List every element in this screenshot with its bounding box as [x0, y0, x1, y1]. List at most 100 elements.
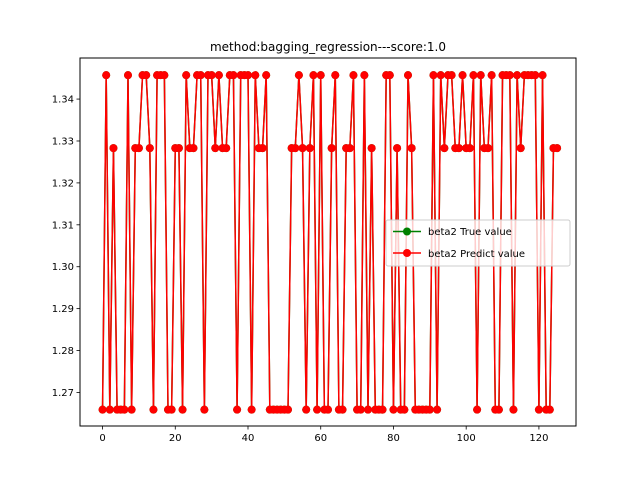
- axes-layer: 0 20 40 60 80 100 120 1.27 1.28 1.29 1.30 1.31 1.32 1…: [52, 95, 549, 444]
- data-point: [407, 144, 416, 153]
- data-point: [425, 405, 434, 414]
- plot-frame: [79, 57, 577, 427]
- data-point: [302, 405, 311, 414]
- data-point: [538, 71, 547, 80]
- y-tick-label: 1.31: [52, 220, 74, 231]
- legend-label-predict: beta2 Predict value: [428, 249, 525, 260]
- data-point: [476, 71, 485, 80]
- data-point: [389, 405, 398, 414]
- data-point: [229, 71, 238, 80]
- x-tick-label: 120: [529, 433, 548, 444]
- data-point: [454, 144, 463, 153]
- data-point: [545, 405, 554, 414]
- y-tick-label: 1.34: [52, 95, 74, 106]
- data-point: [364, 405, 372, 414]
- data-point: [513, 71, 522, 80]
- data-point: [262, 71, 271, 80]
- data-point: [222, 144, 231, 153]
- data-point: [385, 71, 394, 80]
- data-point: [291, 144, 300, 153]
- data-point: [458, 71, 467, 80]
- data-point: [316, 71, 325, 80]
- data-point: [553, 144, 562, 153]
- legend-marker-predict: [403, 249, 411, 257]
- data-point: [400, 405, 409, 414]
- data-point: [338, 405, 347, 414]
- y-tick-label: 1.27: [52, 388, 74, 399]
- data-point: [127, 405, 136, 414]
- data-point: [258, 144, 267, 153]
- data-point: [534, 405, 543, 414]
- data-point: [436, 71, 445, 80]
- legend: beta2 True value beta2 Predict value: [385, 219, 571, 267]
- y-tick-label: 1.33: [52, 136, 74, 147]
- data-point: [167, 405, 176, 414]
- legend-label-true: beta2 True value: [428, 227, 512, 238]
- data-point: [469, 71, 478, 80]
- data-point: [284, 405, 292, 414]
- data-point: [251, 71, 260, 80]
- data-point: [356, 405, 365, 414]
- data-point: [433, 405, 442, 414]
- data-point: [313, 405, 322, 414]
- data-point: [182, 71, 191, 80]
- y-tick-label: 1.30: [52, 262, 74, 273]
- data-point: [174, 144, 183, 153]
- data-point: [247, 405, 256, 414]
- series-layer: [98, 71, 562, 414]
- data-point: [484, 144, 492, 153]
- chart-title: method:bagging_regression---score:1.0: [210, 40, 446, 54]
- data-point: [142, 71, 151, 80]
- data-point: [98, 405, 107, 414]
- data-point: [196, 71, 205, 80]
- data-point: [393, 144, 402, 153]
- x-tick-label: 100: [457, 433, 476, 444]
- x-tick-label: 0: [99, 433, 105, 444]
- data-point: [211, 144, 220, 153]
- data-point: [214, 71, 223, 80]
- data-point: [509, 405, 518, 414]
- y-tick-label: 1.28: [52, 346, 74, 357]
- data-point: [324, 405, 332, 414]
- legend-box: [385, 219, 571, 267]
- data-point: [207, 71, 216, 80]
- data-point: [178, 405, 187, 414]
- data-point: [298, 144, 307, 153]
- data-point: [134, 144, 143, 153]
- data-point: [331, 71, 340, 80]
- data-point: [465, 144, 474, 153]
- data-point: [505, 71, 514, 80]
- data-point: [531, 71, 540, 80]
- data-point: [367, 144, 376, 153]
- data-point: [404, 71, 412, 80]
- y-tick-label: 1.32: [52, 178, 74, 189]
- x-tick-label: 40: [242, 433, 255, 444]
- data-point: [349, 71, 358, 80]
- data-point: [487, 71, 496, 80]
- data-point: [440, 144, 449, 153]
- series-predict-value: [98, 71, 562, 414]
- data-point: [309, 71, 318, 80]
- data-point: [494, 405, 503, 414]
- data-point: [145, 144, 154, 153]
- legend-marker-true: [403, 227, 411, 236]
- data-point: [120, 405, 129, 414]
- data-point: [124, 71, 132, 80]
- data-point: [105, 405, 114, 414]
- data-point: [360, 71, 369, 80]
- data-point: [233, 405, 242, 414]
- x-tick-label: 80: [387, 433, 400, 444]
- data-point: [149, 405, 158, 414]
- data-point: [447, 71, 456, 80]
- data-point: [327, 144, 336, 153]
- data-point: [244, 71, 252, 80]
- data-point: [345, 144, 354, 153]
- data-point: [200, 405, 209, 414]
- x-tick-label: 20: [169, 433, 182, 444]
- data-point: [378, 405, 387, 414]
- data-point: [473, 405, 482, 414]
- data-point: [160, 71, 169, 80]
- data-point: [305, 144, 314, 153]
- x-tick-label: 60: [314, 433, 327, 444]
